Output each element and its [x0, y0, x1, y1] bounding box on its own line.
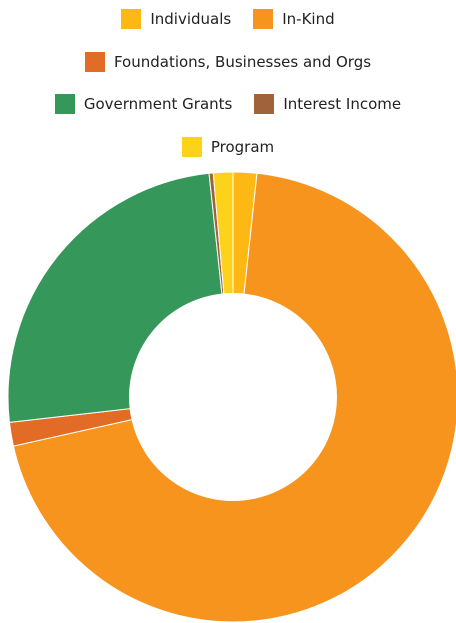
slice-in-kind[interactable]	[12, 172, 456, 623]
legend-label-foundations: Foundations, Businesses and Orgs	[113, 53, 372, 71]
legend-item-government-grants[interactable]: Government Grants	[54, 94, 233, 114]
donut-slices	[7, 171, 456, 623]
legend-swatch-foundations	[84, 52, 105, 72]
legend-row-3: Government Grants Interest Income	[0, 94, 456, 114]
legend-label-individuals: Individuals	[150, 10, 232, 28]
legend-row-2: Foundations, Businesses and Orgs	[0, 52, 456, 72]
slice-government-grants[interactable]	[7, 172, 223, 423]
legend-row-1: Individuals In-Kind	[0, 9, 456, 29]
legend-swatch-government-grants	[54, 94, 75, 114]
legend-swatch-interest-income	[254, 94, 275, 114]
legend-item-foundations[interactable]: Foundations, Businesses and Orgs	[84, 52, 372, 72]
legend-swatch-program	[181, 137, 202, 157]
legend-item-individuals[interactable]: Individuals	[121, 9, 231, 29]
legend-label-in-kind: In-Kind	[282, 10, 335, 28]
legend-label-government-grants: Government Grants	[83, 95, 233, 113]
legend-row-4: Program	[0, 137, 456, 157]
legend-label-program: Program	[210, 138, 275, 156]
legend-swatch-individuals	[121, 9, 142, 29]
slice-program[interactable]	[212, 171, 234, 295]
legend-item-program[interactable]: Program	[181, 137, 275, 157]
legend-label-interest-income: Interest Income	[283, 95, 402, 113]
legend-item-interest-income[interactable]: Interest Income	[254, 94, 401, 114]
legend-item-in-kind[interactable]: In-Kind	[253, 9, 335, 29]
legend-swatch-in-kind	[253, 9, 274, 29]
